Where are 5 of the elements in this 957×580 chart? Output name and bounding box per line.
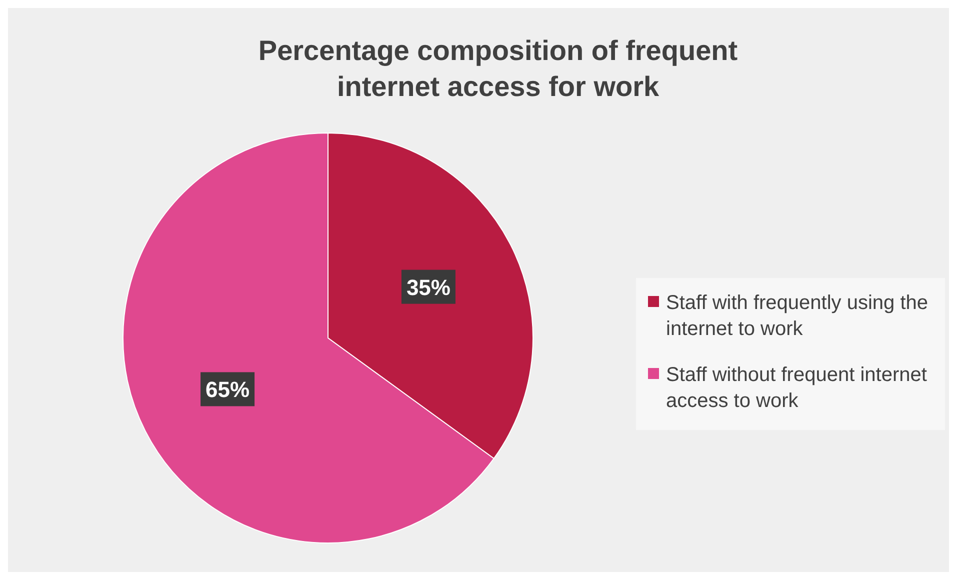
data-label: 35% [406, 274, 450, 300]
data-label: 65% [206, 377, 250, 402]
legend-label: Staff without frequent internet access to work [666, 364, 928, 412]
chart-title: Percentage composition of frequent internet access for work [258, 35, 738, 102]
legend-label: Staff with frequently using the internet to work [666, 292, 928, 340]
